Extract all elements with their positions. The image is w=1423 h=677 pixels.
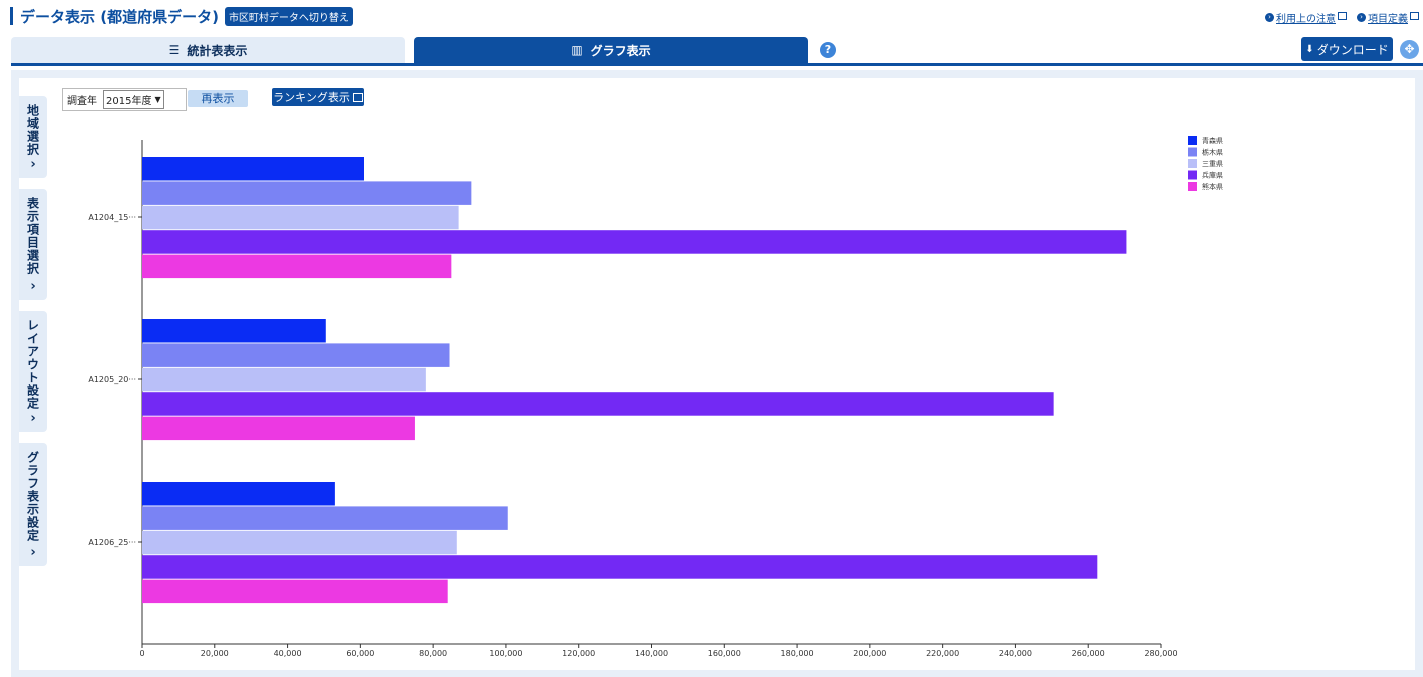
x-tick-label: 80,000: [419, 649, 447, 658]
tab-underline: [11, 63, 1423, 66]
year-control: 調査年 2015年度 ▼: [62, 88, 187, 111]
bar: [142, 416, 415, 441]
legend-label: 栃木県: [1202, 148, 1223, 157]
year-label: 調査年: [67, 96, 97, 107]
download-label: ダウンロード: [1316, 42, 1389, 57]
bar: [142, 230, 1127, 254]
x-tick-label: 220,000: [926, 649, 959, 658]
legend-swatch: [1188, 170, 1197, 180]
y-tick-label: A1204_15···: [88, 213, 136, 222]
page-title: データ表示 (都道府県データ): [20, 7, 219, 26]
legend-swatch: [1188, 159, 1197, 168]
bar: [142, 205, 459, 230]
x-tick-label: 280,000: [1144, 649, 1177, 658]
x-tick-label: 40,000: [274, 649, 302, 658]
x-tick-label: 140,000: [635, 649, 668, 658]
sidebar-item-label: 地域選択: [25, 104, 40, 156]
external-window-icon: [1338, 11, 1347, 20]
download-icon: ⬇: [1305, 43, 1314, 55]
chevron-right-icon: ›: [30, 411, 36, 426]
page-header: データ表示 (都道府県データ) 市区町村データへ切り替え: [10, 6, 353, 26]
bar: [142, 319, 326, 343]
x-tick-label: 120,000: [562, 649, 595, 658]
bar: [142, 343, 450, 367]
legend-label: 三重県: [1202, 160, 1223, 168]
tab-graph-label: グラフ表示: [590, 43, 651, 58]
y-tick-label: A1205_20···: [88, 375, 136, 384]
redisplay-button[interactable]: 再表示: [188, 90, 248, 107]
usage-notes-label: 利用上の注意: [1276, 14, 1336, 25]
circle-arrow-icon: ›: [1265, 13, 1274, 22]
help-icon[interactable]: ?: [820, 42, 836, 58]
chevron-right-icon: ›: [30, 279, 36, 294]
chevron-right-icon: ›: [30, 157, 36, 172]
x-tick-label: 160,000: [708, 649, 741, 658]
external-window-icon: [352, 92, 363, 102]
circle-arrow-icon: ›: [1357, 13, 1366, 22]
sidebar-item-label: レイアウト設定: [25, 319, 40, 410]
expand-icon[interactable]: ✥: [1400, 40, 1419, 59]
tab-graph-view[interactable]: ▥ グラフ表示: [414, 37, 808, 63]
x-tick-label: 0: [139, 649, 144, 658]
tab-table-label: 統計表表示: [187, 43, 248, 58]
item-definition-label: 項目定義: [1368, 14, 1408, 25]
legend-label: 青森県: [1202, 136, 1223, 145]
x-tick-label: 200,000: [853, 649, 886, 658]
y-tick-label: A1206_25···: [88, 538, 136, 547]
bar: [142, 181, 472, 205]
bar: [142, 555, 1098, 579]
bar: [142, 367, 426, 392]
year-select[interactable]: 2015年度 ▼: [103, 90, 164, 109]
x-tick-label: 180,000: [781, 649, 814, 658]
sidebar-item-display-items[interactable]: 表示項目選択 ›: [19, 189, 47, 300]
sidebar-item-label: 表示項目選択: [25, 197, 40, 275]
sidebar-item-region[interactable]: 地域選択 ›: [19, 96, 47, 178]
x-tick-label: 20,000: [201, 649, 229, 658]
bar: [142, 392, 1054, 416]
switch-municipality-button[interactable]: 市区町村データへ切り替え: [224, 6, 353, 26]
chevron-down-icon: ▼: [154, 95, 161, 104]
legend-swatch: [1188, 182, 1197, 191]
tab-table-view[interactable]: ☰ 統計表表示: [11, 37, 405, 63]
bar: [142, 254, 452, 279]
usage-notes-link[interactable]: › 利用上の注意: [1265, 10, 1347, 25]
legend-swatch: [1188, 147, 1197, 157]
external-window-icon: [1410, 11, 1419, 20]
bar-chart-icon: ▥: [571, 43, 583, 57]
chevron-right-icon: ›: [30, 545, 36, 560]
legend-label: 熊本県: [1202, 182, 1223, 191]
ranking-button[interactable]: ランキング表示: [272, 88, 364, 106]
x-tick-label: 260,000: [1072, 649, 1105, 658]
sidebar-item-label: グラフ表示設定: [25, 451, 40, 542]
ranking-label: ランキング表示: [273, 91, 350, 104]
bar: [142, 506, 508, 530]
sidebar-item-layout[interactable]: レイアウト設定 ›: [19, 311, 47, 432]
x-tick-label: 60,000: [346, 649, 374, 658]
download-button[interactable]: ⬇ ダウンロード: [1301, 37, 1393, 61]
x-tick-label: 240,000: [999, 649, 1032, 658]
legend-swatch: [1188, 136, 1197, 145]
item-definition-link[interactable]: › 項目定義: [1357, 10, 1419, 25]
list-icon: ☰: [168, 43, 180, 57]
x-tick-label: 100,000: [489, 649, 522, 658]
bar: [142, 579, 448, 604]
top-links: › 利用上の注意 › 項目定義: [1265, 10, 1419, 25]
title-accent-bar: [10, 7, 13, 25]
legend-label: 兵庫県: [1202, 171, 1223, 180]
sidebar-item-graph-settings[interactable]: グラフ表示設定 ›: [19, 443, 47, 566]
bar: [142, 530, 457, 555]
year-select-value: 2015年度: [106, 96, 152, 107]
bar: [142, 482, 335, 506]
bar: [142, 157, 364, 181]
